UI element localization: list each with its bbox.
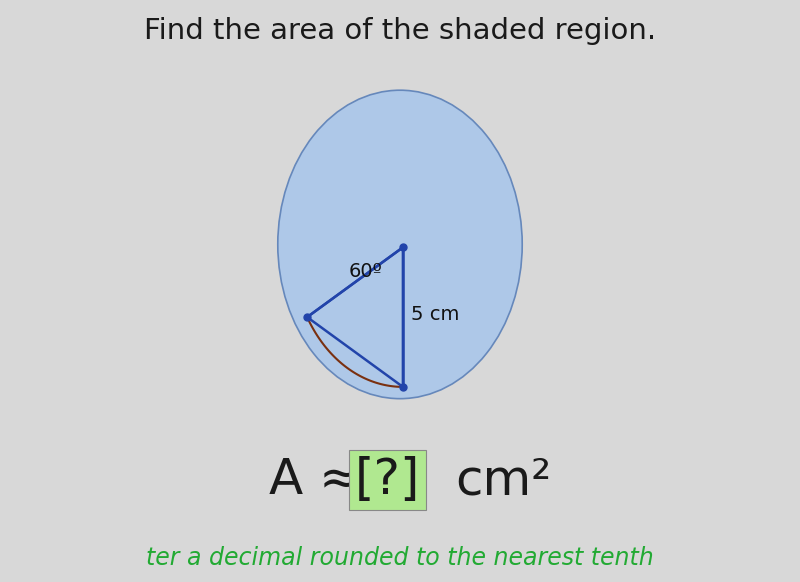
- Polygon shape: [307, 247, 403, 387]
- Text: A ≈: A ≈: [269, 456, 377, 504]
- Text: Find the area of the shaded region.: Find the area of the shaded region.: [144, 17, 656, 45]
- Text: cm²: cm²: [455, 456, 551, 504]
- Ellipse shape: [278, 90, 522, 399]
- Text: [?]: [?]: [354, 456, 420, 504]
- Text: 5 cm: 5 cm: [410, 305, 459, 324]
- Text: 60º: 60º: [349, 262, 382, 281]
- Text: ter a decimal rounded to the nearest tenth: ter a decimal rounded to the nearest ten…: [146, 546, 654, 570]
